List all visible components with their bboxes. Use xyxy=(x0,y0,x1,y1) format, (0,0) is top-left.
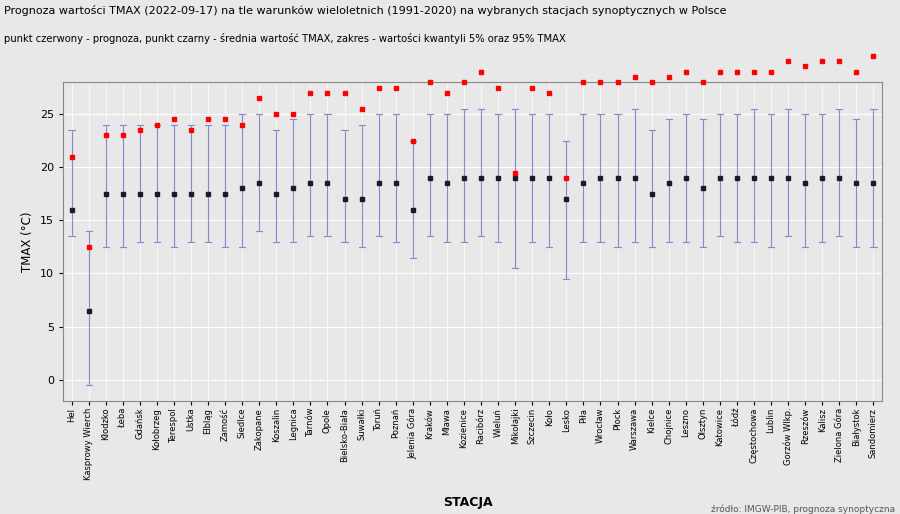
Text: STACJA: STACJA xyxy=(443,496,493,509)
Text: źródło: IMGW-PIB, prognoza synoptyczna: źródło: IMGW-PIB, prognoza synoptyczna xyxy=(711,505,896,514)
Text: Prognoza wartości TMAX (2022-09-17) na tle warunków wieloletnich (1991-2020) na : Prognoza wartości TMAX (2022-09-17) na t… xyxy=(4,5,727,16)
Text: punkt czerwony - prognoza, punkt czarny - średnia wartość TMAX, zakres - wartośc: punkt czerwony - prognoza, punkt czarny … xyxy=(4,33,566,44)
Y-axis label: TMAX (°C): TMAX (°C) xyxy=(22,211,34,272)
